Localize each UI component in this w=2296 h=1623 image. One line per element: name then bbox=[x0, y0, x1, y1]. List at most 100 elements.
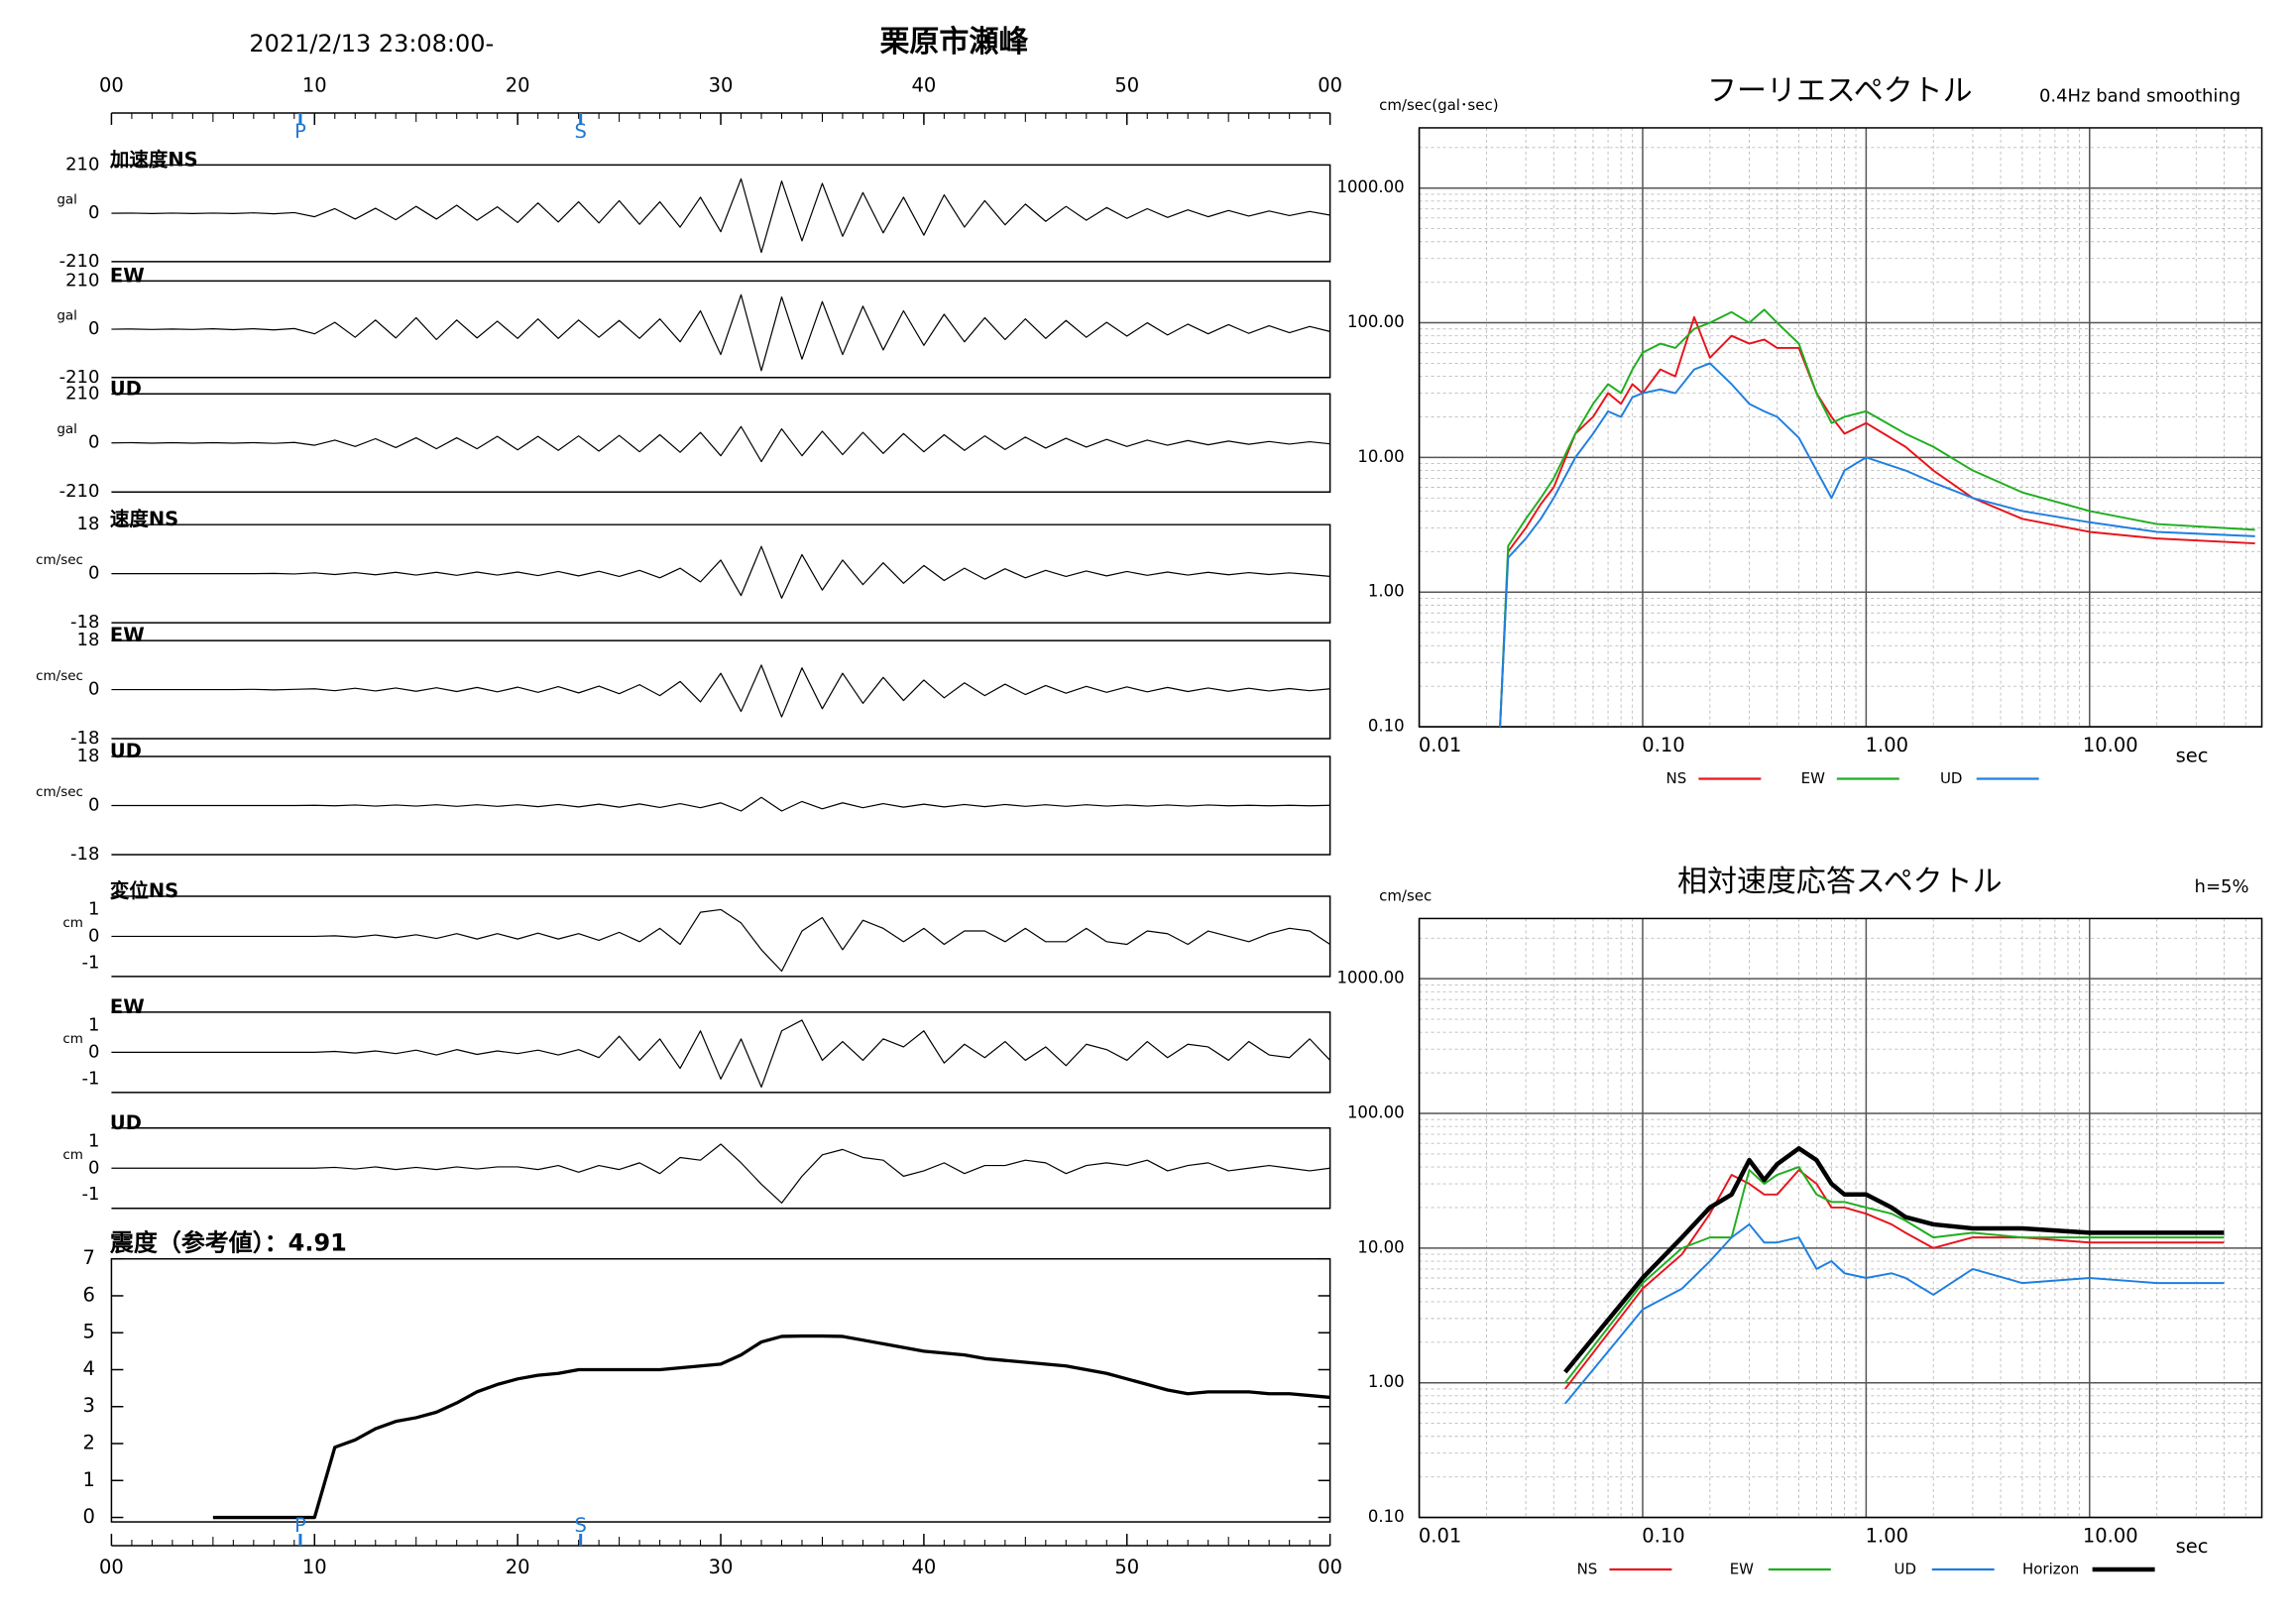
trace-label: 変位NS bbox=[110, 879, 178, 902]
chart-title: 震度（参考値）：4.91 bbox=[110, 1229, 347, 1257]
y-tick-label: 1000.00 bbox=[1336, 969, 1404, 987]
waveform-trace bbox=[111, 796, 1330, 812]
trace-unit: gal bbox=[57, 192, 77, 208]
x-tick-label: 10 bbox=[302, 73, 327, 96]
x-tick-label: 00 bbox=[99, 73, 124, 96]
y-tick-label: 1 bbox=[88, 898, 99, 919]
plot-frame bbox=[1418, 127, 2263, 728]
trace-label: UD bbox=[110, 1111, 142, 1134]
plot-frame bbox=[110, 1257, 1331, 1523]
chart-title: 栗原市瀬峰 bbox=[879, 25, 1028, 59]
y-tick-label: -210 bbox=[59, 367, 100, 388]
chart-subtitle: 2021/2/13 23:08:00- bbox=[249, 30, 494, 58]
x-tick-label: 20 bbox=[506, 1556, 530, 1578]
trace-label: 速度NS bbox=[110, 508, 178, 530]
y-tick-label: 4 bbox=[83, 1357, 95, 1380]
x-tick-label: 0.10 bbox=[1642, 1525, 1684, 1548]
phase-label: P bbox=[294, 120, 306, 143]
legend-label: EW bbox=[1730, 1561, 1754, 1578]
y-tick-label: 0 bbox=[88, 318, 99, 339]
chart-title: フーリエスペクトル bbox=[1707, 73, 1973, 108]
y-tick-label: 0 bbox=[83, 1505, 95, 1528]
y-tick-label: 18 bbox=[77, 630, 100, 650]
legend-label: EW bbox=[1801, 769, 1825, 787]
y-tick-label: -1 bbox=[82, 1184, 100, 1205]
y-tick-label: 18 bbox=[77, 746, 100, 766]
x-tick-label: 1.00 bbox=[1866, 1525, 1908, 1548]
plot-frame bbox=[1418, 917, 2263, 1519]
trace-unit: gal bbox=[57, 421, 77, 437]
y-tick-label: -210 bbox=[59, 251, 100, 272]
y-tick-label: -18 bbox=[70, 728, 99, 749]
trace-label: EW bbox=[110, 624, 145, 646]
phase-label: P bbox=[294, 1514, 306, 1537]
y-tick-label: -1 bbox=[82, 952, 100, 973]
spectrum-line bbox=[1564, 1169, 2225, 1390]
trace-label: UD bbox=[110, 377, 142, 400]
y-tick-label: -18 bbox=[70, 612, 99, 633]
y-tick-label: 6 bbox=[83, 1283, 95, 1306]
x-tick-label: 10.00 bbox=[2083, 734, 2138, 756]
waveform-trace bbox=[111, 293, 1330, 372]
x-tick-label: 0.10 bbox=[1642, 734, 1684, 756]
x-tick-label: 1.00 bbox=[1866, 734, 1908, 756]
trace-unit: cm bbox=[62, 1031, 83, 1047]
y-tick-label: 0.10 bbox=[1368, 717, 1405, 736]
phase-label: S bbox=[574, 120, 586, 143]
y-tick-label: 1 bbox=[88, 1130, 99, 1151]
waveform-trace bbox=[111, 177, 1330, 254]
trace-frame bbox=[111, 280, 1331, 379]
x-tick-label: 50 bbox=[1114, 1556, 1139, 1578]
trace-frame bbox=[111, 1011, 1331, 1094]
spectrum-line bbox=[1499, 308, 2255, 728]
trace-unit: gal bbox=[57, 308, 77, 324]
waveform-trace bbox=[111, 908, 1330, 973]
legend-label: NS bbox=[1577, 1561, 1598, 1578]
x-tick-label: 0.01 bbox=[1419, 1525, 1461, 1548]
x-tick-label: 10.00 bbox=[2083, 1525, 2138, 1548]
x-tick-label: 20 bbox=[506, 73, 530, 96]
y-tick-label: 210 bbox=[65, 383, 99, 404]
trace-unit: cm/sec bbox=[36, 668, 83, 684]
trace-unit: cm bbox=[62, 915, 83, 931]
spectrum-line bbox=[1499, 362, 2255, 728]
y-tick-label: 100.00 bbox=[1347, 312, 1405, 331]
x-tick-label: 40 bbox=[912, 73, 937, 96]
y-tick-label: 0 bbox=[88, 1157, 99, 1178]
y-tick-label: 0 bbox=[88, 432, 99, 453]
trace-frame bbox=[111, 523, 1331, 624]
trace-label: EW bbox=[110, 995, 145, 1018]
waveform-trace bbox=[111, 664, 1330, 718]
y-tick-label: 2 bbox=[83, 1432, 95, 1454]
y-tick-label: 210 bbox=[65, 154, 99, 174]
waveform-trace bbox=[111, 545, 1330, 599]
trace-unit: cm bbox=[62, 1147, 83, 1163]
legend-label: UD bbox=[1894, 1561, 1916, 1578]
y-tick-label: 210 bbox=[65, 270, 99, 290]
x-tick-label: 40 bbox=[912, 1556, 937, 1578]
waveform-trace bbox=[111, 1143, 1330, 1204]
x-tick-label: 30 bbox=[709, 1556, 734, 1578]
y-tick-label: 1 bbox=[83, 1468, 95, 1491]
chart-subtitle: 0.4Hz band smoothing bbox=[2039, 85, 2240, 106]
x-tick-label: 00 bbox=[1318, 1556, 1342, 1578]
phase-label: S bbox=[574, 1514, 586, 1537]
x-tick-label: 10 bbox=[302, 1556, 327, 1578]
trace-frame bbox=[111, 895, 1331, 978]
x-tick-label: 0.01 bbox=[1419, 734, 1461, 756]
y-tick-label: 0 bbox=[88, 925, 99, 946]
intensity-line bbox=[212, 1333, 1330, 1520]
y-tick-label: -1 bbox=[82, 1068, 100, 1089]
trace-unit: cm/sec bbox=[36, 552, 83, 568]
y-tick-label: 100.00 bbox=[1347, 1103, 1405, 1122]
trace-label: EW bbox=[110, 264, 145, 287]
x-tick-label: 00 bbox=[1318, 73, 1342, 96]
trace-frame bbox=[111, 393, 1331, 493]
chart-title: 相対速度応答スペクトル bbox=[1677, 865, 2003, 899]
x-tick-label: 30 bbox=[709, 73, 734, 96]
x-tick-label: 00 bbox=[99, 1556, 124, 1578]
y-tick-label: -18 bbox=[70, 844, 99, 865]
x-axis-label: sec bbox=[2176, 1535, 2209, 1558]
